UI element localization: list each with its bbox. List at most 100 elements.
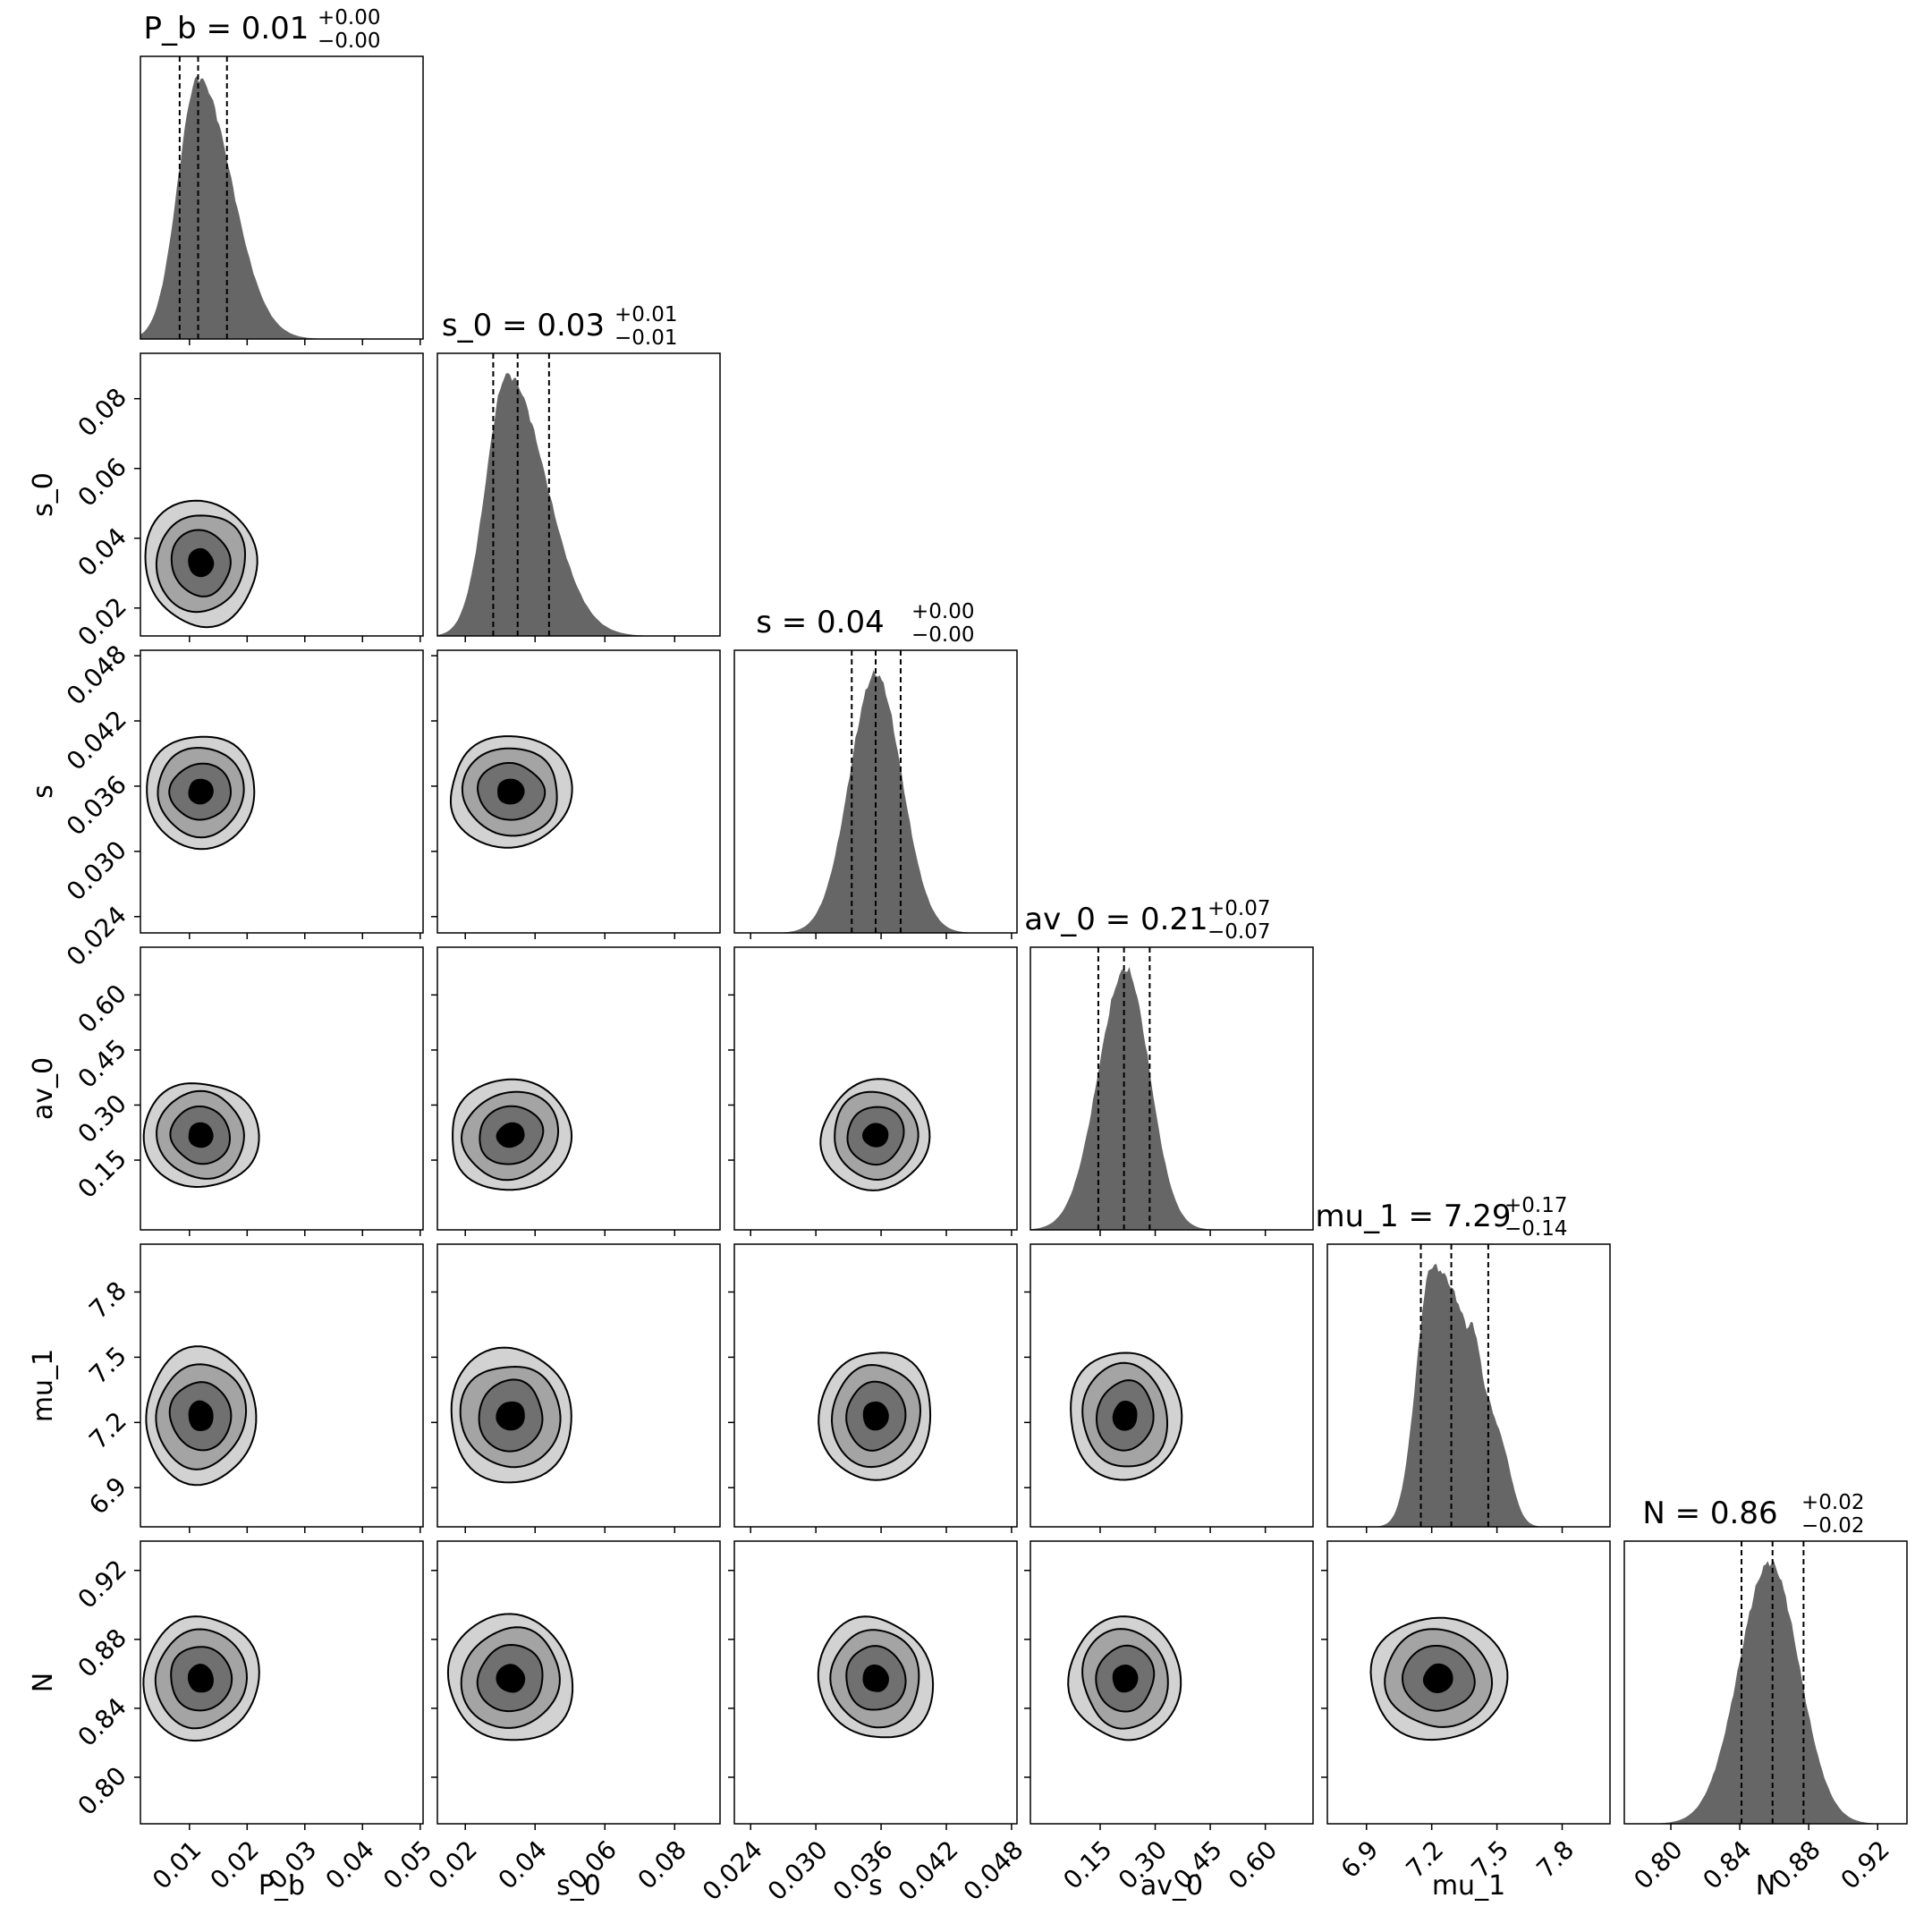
x-axis-label-av_0: av_0 bbox=[1140, 1870, 1203, 1902]
histogram-N bbox=[1624, 1561, 1907, 1824]
histogram-P_b bbox=[140, 76, 423, 339]
panel-av_0-vs-P_b: 0.150.300.450.60 bbox=[72, 946, 424, 1236]
panel-N-vs-av_0: 0.150.300.450.60 bbox=[1024, 1540, 1314, 1895]
panel-s-vs-s: s = 0.04 +0.00−0.00 bbox=[733, 600, 1018, 939]
panel-frame bbox=[1030, 946, 1314, 1231]
contour-av_0-s_0-3 bbox=[496, 1122, 525, 1148]
x-tick-label-s_0-3: 0.08 bbox=[632, 1835, 692, 1894]
x-tick-label-s_0-1: 0.04 bbox=[492, 1835, 552, 1894]
contour-mu_1-s_0-3 bbox=[496, 1401, 525, 1431]
title-av_0: av_0 = 0.21 bbox=[1024, 902, 1208, 937]
histogram-s_0 bbox=[437, 373, 720, 636]
contour-N-P_b-3 bbox=[187, 1664, 214, 1693]
contour-s_0-P_b-3 bbox=[188, 547, 215, 578]
y-tick-label-s-2: 0.036 bbox=[61, 770, 132, 842]
panel-frame bbox=[140, 1540, 424, 1825]
y-tick-label-s_0-0: 0.02 bbox=[72, 591, 132, 651]
x-tick-label-s_0-0: 0.02 bbox=[422, 1835, 482, 1894]
y-axis-label-s_0: s_0 bbox=[28, 472, 59, 517]
y-tick-label-N-3: 0.92 bbox=[72, 1554, 132, 1614]
contour-mu_1-av_0-3 bbox=[1112, 1401, 1138, 1431]
contour-N-s-3 bbox=[862, 1664, 889, 1692]
contour-N-s_0-3 bbox=[496, 1664, 526, 1693]
y-tick-label-s-4: 0.048 bbox=[61, 640, 132, 711]
histogram-av_0 bbox=[1030, 967, 1313, 1230]
y-tick-label-s_0-3: 0.08 bbox=[72, 382, 132, 442]
title-minus-s: −0.00 bbox=[911, 623, 974, 647]
y-tick-label-s-0: 0.024 bbox=[61, 900, 132, 971]
panel-frame bbox=[436, 946, 721, 1231]
contour-mu_1-s-3 bbox=[862, 1401, 889, 1431]
contour-s-s_0-3 bbox=[497, 778, 525, 805]
x-tick-label-P_b-0: 0.01 bbox=[147, 1835, 207, 1894]
contour-av_0-P_b-3 bbox=[188, 1122, 214, 1148]
x-tick-label-P_b-4: 0.05 bbox=[377, 1835, 437, 1894]
x-tick-label-N-1: 0.84 bbox=[1697, 1835, 1757, 1894]
panel-frame bbox=[436, 1540, 721, 1825]
panel-frame bbox=[1623, 1540, 1908, 1825]
title-P_b: P_b = 0.01 bbox=[144, 11, 309, 47]
panel-mu_1-vs-mu_1: mu_1 = 7.29+0.17−0.14 bbox=[1315, 1194, 1611, 1533]
y-tick-label-s-3: 0.042 bbox=[61, 705, 132, 776]
y-tick-label-mu_1-2: 7.5 bbox=[83, 1341, 132, 1390]
x-tick-label-N-3: 0.92 bbox=[1835, 1835, 1894, 1894]
y-tick-label-mu_1-1: 7.2 bbox=[83, 1406, 132, 1455]
title-minus-s_0: −0.01 bbox=[614, 326, 677, 350]
title-minus-mu_1: −0.14 bbox=[1504, 1217, 1567, 1241]
title-N: N = 0.86 bbox=[1642, 1496, 1777, 1531]
panel-N-vs-mu_1: 6.9 7.2 7.5 7.8 bbox=[1321, 1540, 1611, 1884]
panel-frame bbox=[1030, 1243, 1314, 1528]
panel-mu_1-vs-s_0 bbox=[431, 1243, 721, 1533]
x-axis-label-mu_1: mu_1 bbox=[1432, 1870, 1505, 1902]
y-tick-label-av_0-3: 0.60 bbox=[72, 979, 132, 1038]
panel-s_0-vs-P_b: 0.02 0.04 0.06 0.08 bbox=[72, 352, 424, 652]
panel-N-vs-P_b: 0.010.020.030.040.050.800.840.880.92 bbox=[72, 1540, 437, 1895]
panel-frame bbox=[140, 55, 424, 340]
panel-frame bbox=[140, 946, 424, 1231]
title-mu_1: mu_1 = 7.29 bbox=[1315, 1199, 1511, 1234]
title-minus-av_0: −0.07 bbox=[1208, 920, 1270, 944]
panel-P_b-vs-P_b: P_b = 0.01 +0.00−0.00 bbox=[140, 6, 424, 345]
title-minus-N: −0.02 bbox=[1801, 1514, 1864, 1538]
panel-frame bbox=[1326, 1540, 1611, 1825]
contour-av_0-s-3 bbox=[862, 1123, 889, 1148]
panel-frame bbox=[733, 649, 1018, 934]
contour-s-P_b-3 bbox=[188, 778, 214, 805]
x-tick-label-mu_1-0: 6.9 bbox=[1335, 1835, 1385, 1884]
y-tick-label-av_0-2: 0.45 bbox=[72, 1034, 132, 1094]
y-axis-label-s: s bbox=[28, 784, 59, 799]
x-axis-label-N: N bbox=[1756, 1870, 1775, 1902]
y-tick-label-av_0-0: 0.15 bbox=[72, 1144, 132, 1204]
title-plus-N: +0.02 bbox=[1801, 1491, 1864, 1514]
panel-frame bbox=[436, 352, 721, 637]
title-s: s = 0.04 bbox=[756, 605, 885, 640]
y-axis-label-N: N bbox=[28, 1673, 59, 1692]
y-tick-label-N-2: 0.88 bbox=[72, 1623, 132, 1682]
y-tick-label-N-0: 0.80 bbox=[72, 1761, 132, 1821]
x-axis-label-P_b: P_b bbox=[258, 1870, 305, 1902]
contour-N-mu_1-3 bbox=[1422, 1663, 1453, 1694]
panel-frame bbox=[436, 649, 721, 934]
panel-frame bbox=[436, 1243, 721, 1528]
title-plus-s_0: +0.01 bbox=[614, 303, 677, 326]
title-minus-P_b: −0.00 bbox=[318, 30, 380, 53]
histogram-s bbox=[734, 670, 1017, 933]
title-plus-av_0: +0.07 bbox=[1208, 897, 1270, 920]
panel-frame bbox=[1326, 1243, 1611, 1528]
y-tick-label-mu_1-0: 6.9 bbox=[83, 1471, 132, 1521]
x-tick-label-s-3: 0.042 bbox=[893, 1835, 964, 1906]
x-tick-label-P_b-3: 0.04 bbox=[320, 1835, 380, 1894]
panel-av_0-vs-av_0: av_0 = 0.21 +0.07−0.07 bbox=[1024, 897, 1314, 1236]
x-tick-label-s-2: 0.036 bbox=[827, 1835, 899, 1906]
panel-av_0-vs-s bbox=[728, 946, 1018, 1236]
panel-frame bbox=[733, 1540, 1018, 1825]
panel-N-vs-N: N = 0.86 +0.02−0.020.80 0.84 0.88 0.92 bbox=[1623, 1491, 1908, 1895]
panel-s_0-vs-s_0: s_0 = 0.03 +0.01−0.01 bbox=[436, 303, 721, 642]
y-axis-label-av_0: av_0 bbox=[28, 1057, 59, 1120]
x-tick-label-mu_1-3: 7.8 bbox=[1530, 1835, 1580, 1884]
panel-frame bbox=[733, 1243, 1018, 1528]
x-tick-label-s-1: 0.030 bbox=[762, 1835, 834, 1906]
